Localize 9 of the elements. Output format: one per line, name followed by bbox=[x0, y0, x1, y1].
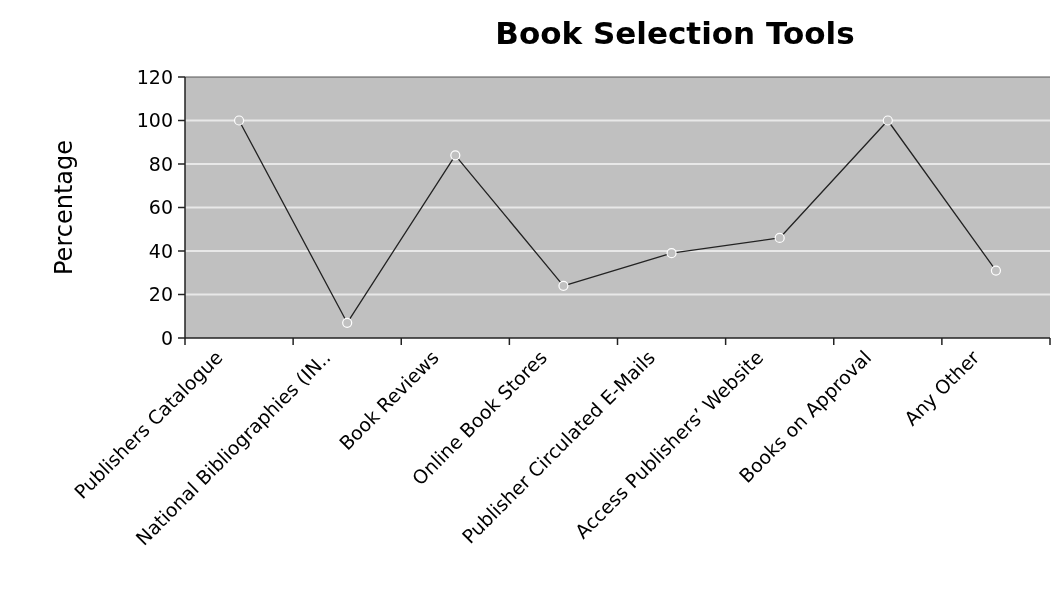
y-axis-title: Percentage bbox=[50, 139, 78, 276]
y-tick-label: 100 bbox=[136, 109, 173, 132]
y-tick-label: 40 bbox=[148, 239, 173, 262]
y-tick-label: 60 bbox=[148, 196, 173, 219]
chart-title: Book Selection Tools bbox=[495, 15, 855, 51]
y-tick-label: 80 bbox=[148, 152, 173, 175]
y-tick-label: 0 bbox=[160, 326, 173, 349]
y-tick-label: 20 bbox=[148, 283, 173, 306]
y-tick-label: 120 bbox=[136, 65, 173, 88]
